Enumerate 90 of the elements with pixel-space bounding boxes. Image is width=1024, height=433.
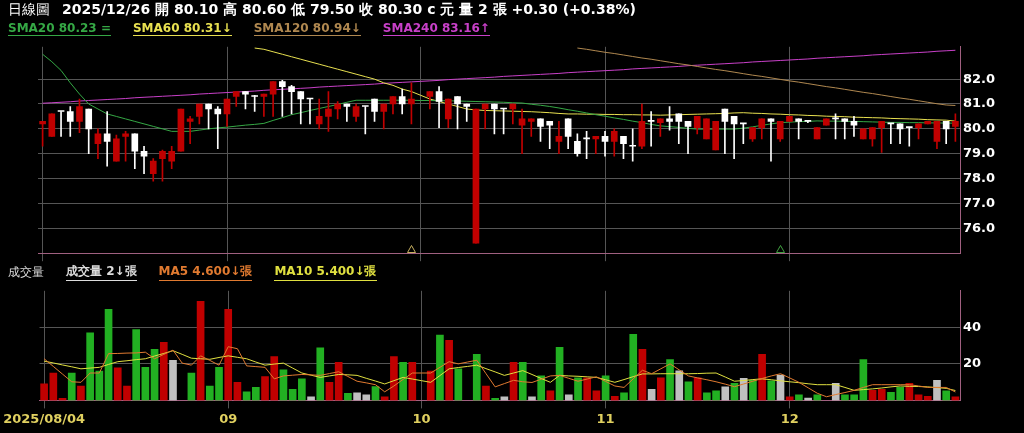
- x-tick-label: 10: [412, 410, 431, 426]
- bar: [942, 390, 951, 401]
- y-tick-label: 79.0: [963, 145, 996, 161]
- bar: [298, 378, 306, 401]
- y-tick-label: 40: [963, 318, 982, 334]
- y-tick-label: 80.0: [963, 120, 996, 136]
- candlestick: [555, 121, 563, 155]
- chart-title: 成交量: [8, 263, 44, 281]
- bar: [399, 361, 407, 401]
- bar: [408, 361, 417, 401]
- bar: [564, 394, 573, 401]
- bar: [583, 377, 592, 401]
- text: MA10 5.400↓張: [274, 263, 377, 281]
- bar: [288, 389, 297, 401]
- bar: [758, 354, 766, 401]
- bar: [610, 396, 619, 401]
- text: SMA240 83.16↑: [382, 20, 490, 36]
- bar: [141, 367, 150, 401]
- y-tick-label: 78.0: [963, 169, 996, 185]
- candlestick: [546, 121, 554, 150]
- bar: [242, 391, 251, 401]
- bar: [67, 372, 76, 401]
- bar: [518, 361, 527, 401]
- candlestick: [361, 105, 369, 135]
- candlestick: [57, 110, 65, 137]
- bar: [666, 359, 674, 401]
- candlestick: [684, 121, 692, 155]
- bar: [657, 377, 665, 401]
- candlestick: [629, 128, 637, 162]
- candlestick: [601, 131, 609, 157]
- chart-title: 日線圖: [8, 1, 50, 19]
- bar: [923, 396, 932, 401]
- candlestick: [647, 111, 655, 147]
- candlestick: [435, 86, 443, 128]
- x-tick-label: 11: [596, 410, 615, 426]
- text: SMA60 80.31↓: [132, 20, 232, 36]
- x-tick-label: 12: [780, 410, 799, 426]
- bar: [951, 396, 960, 401]
- text: SMA20 80.23 =: [8, 20, 111, 36]
- bar: [436, 334, 444, 401]
- bar: [933, 379, 941, 401]
- bar: [77, 385, 85, 401]
- y-tick-label: 77.0: [963, 194, 996, 210]
- candlestick: [463, 103, 471, 122]
- bar: [334, 361, 343, 401]
- bar: [675, 370, 684, 401]
- candlestick: [251, 94, 258, 112]
- bar: [132, 329, 140, 401]
- y-tick-label: 82.0: [963, 70, 996, 86]
- y-tick-label: 81.0: [963, 95, 996, 111]
- bar: [795, 394, 803, 401]
- bar: [877, 389, 886, 401]
- candlestick: [905, 126, 913, 147]
- bar: [721, 386, 730, 401]
- bar: [684, 381, 693, 401]
- bar: [252, 387, 260, 401]
- y-tick-label: 76.0: [963, 219, 996, 235]
- bar: [785, 396, 794, 401]
- text: MA5 4.600↓張: [158, 263, 253, 281]
- bar: [813, 394, 822, 401]
- bar: [445, 339, 453, 401]
- x-tick-label: 09: [219, 410, 238, 426]
- bar: [914, 394, 923, 401]
- candlestick: [297, 91, 305, 125]
- chart-subtitle: 2025/12/26 開 80.10 高 80.60 低 79.50 收 80.30 c 元 量 2 張 +0.30 (+0.38%): [62, 1, 636, 19]
- candlestick: [527, 118, 535, 137]
- bar: [482, 385, 490, 401]
- bar: [454, 368, 463, 401]
- y-tick-label: 20: [963, 355, 982, 371]
- bar: [187, 372, 196, 401]
- bar: [224, 309, 233, 401]
- bar: [528, 396, 536, 401]
- bar: [574, 377, 582, 401]
- candlestick: [841, 118, 849, 140]
- candlestick: [481, 103, 489, 130]
- bar: [316, 347, 325, 401]
- bar: [344, 392, 352, 401]
- text: SMA120 80.94↓: [253, 20, 361, 36]
- bar: [749, 379, 757, 401]
- bar: [647, 389, 656, 401]
- bar: [767, 380, 776, 401]
- bar: [86, 332, 94, 401]
- text: 成交量 2↓張: [66, 263, 137, 281]
- bar: [159, 341, 168, 401]
- candlestick: [214, 106, 222, 150]
- bar: [169, 359, 177, 401]
- candlestick: [140, 145, 148, 174]
- candlestick: [592, 135, 600, 155]
- bar: [472, 354, 481, 401]
- x-tick-label: 2025/08/04: [3, 410, 86, 426]
